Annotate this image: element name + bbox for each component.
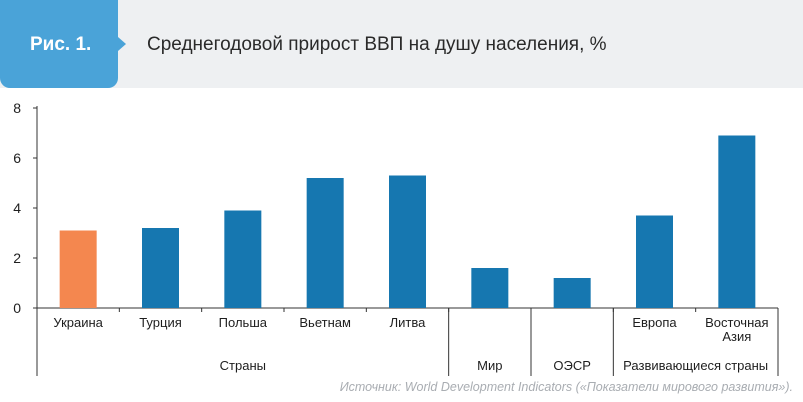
group-label: Страны: [220, 358, 266, 373]
y-tick-label: 4: [13, 200, 21, 216]
category-label: Украина: [53, 315, 103, 330]
bar-1: [59, 230, 97, 308]
bar-3: [224, 210, 262, 308]
category-label: Азия: [722, 329, 751, 344]
category-label: Европа: [632, 315, 677, 330]
group-label: ОЭСР: [553, 358, 591, 373]
y-tick-label: 8: [13, 100, 21, 116]
y-tick-label: 0: [13, 300, 21, 316]
bar-chart: 0 2 4 6 8 Украина Турция Польша Вьетнам Литва Евро…: [13, 100, 779, 376]
y-tick-label: 6: [13, 150, 21, 166]
chart-title: Среднегодовой прирост ВВП на душу населе…: [147, 34, 607, 55]
group-label: Развивающиеся страны: [623, 358, 768, 373]
group-label: Мир: [477, 358, 502, 373]
category-label: Литва: [390, 315, 427, 330]
y-tick-label: 2: [13, 250, 21, 266]
bar-6: [471, 268, 509, 308]
badge-arrow-icon: [118, 37, 126, 51]
bar-4: [306, 178, 344, 308]
category-label: Восточная: [705, 315, 768, 330]
figure-label: Рис. 1.: [30, 34, 92, 55]
chart-header: Рис. 1. Среднегодовой прирост ВВП на душ…: [0, 0, 803, 88]
category-label: Вьетнам: [299, 315, 351, 330]
source-note: Источник: World Development Indicators (…: [339, 380, 793, 394]
bar-8: [636, 215, 673, 308]
bar-9: [718, 135, 756, 308]
bar-5: [389, 175, 426, 308]
category-label: Турция: [139, 315, 182, 330]
bar-7: [553, 278, 591, 308]
bar-2: [142, 228, 179, 308]
figure-badge: Рис. 1.: [0, 0, 118, 88]
category-label: Польша: [219, 315, 268, 330]
